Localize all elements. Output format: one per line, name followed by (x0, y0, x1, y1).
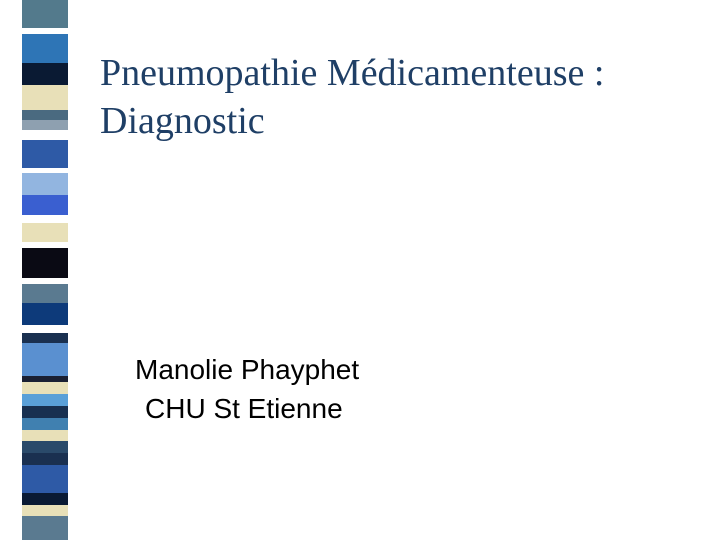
strip-band (22, 382, 68, 394)
slide-title: Pneumopathie Médicamenteuse : Diagnostic (100, 50, 690, 145)
strip-band (22, 430, 68, 442)
strip-band (22, 394, 68, 406)
strip-band (22, 215, 68, 223)
strip-band (22, 418, 68, 430)
strip-band (22, 406, 68, 418)
strip-band (22, 465, 68, 493)
strip-band (22, 493, 68, 505)
slide-content: Pneumopathie Médicamenteuse : Diagnostic (100, 50, 690, 145)
strip-band (22, 223, 68, 243)
strip-band (22, 248, 68, 278)
strip-band (22, 303, 68, 325)
strip-band (22, 195, 68, 215)
strip-band (22, 284, 68, 304)
strip-band (22, 173, 68, 195)
strip-band (22, 325, 68, 333)
strip-band (22, 140, 68, 168)
strip-band (22, 130, 68, 140)
strip-band (22, 120, 68, 130)
strip-band (22, 34, 68, 64)
strip-band (22, 516, 68, 540)
strip-band (22, 343, 68, 377)
strip-band (22, 453, 68, 465)
author-affiliation: CHU St Etienne (135, 389, 359, 428)
strip-band (22, 505, 68, 517)
strip-band (22, 63, 68, 85)
strip-band (22, 110, 68, 120)
strip-band (22, 441, 68, 453)
decorative-left-strip (22, 0, 68, 540)
strip-band (22, 333, 68, 343)
strip-band (22, 85, 68, 111)
author-block: Manolie Phayphet CHU St Etienne (135, 350, 359, 428)
author-name: Manolie Phayphet (135, 350, 359, 389)
strip-band (22, 0, 68, 28)
